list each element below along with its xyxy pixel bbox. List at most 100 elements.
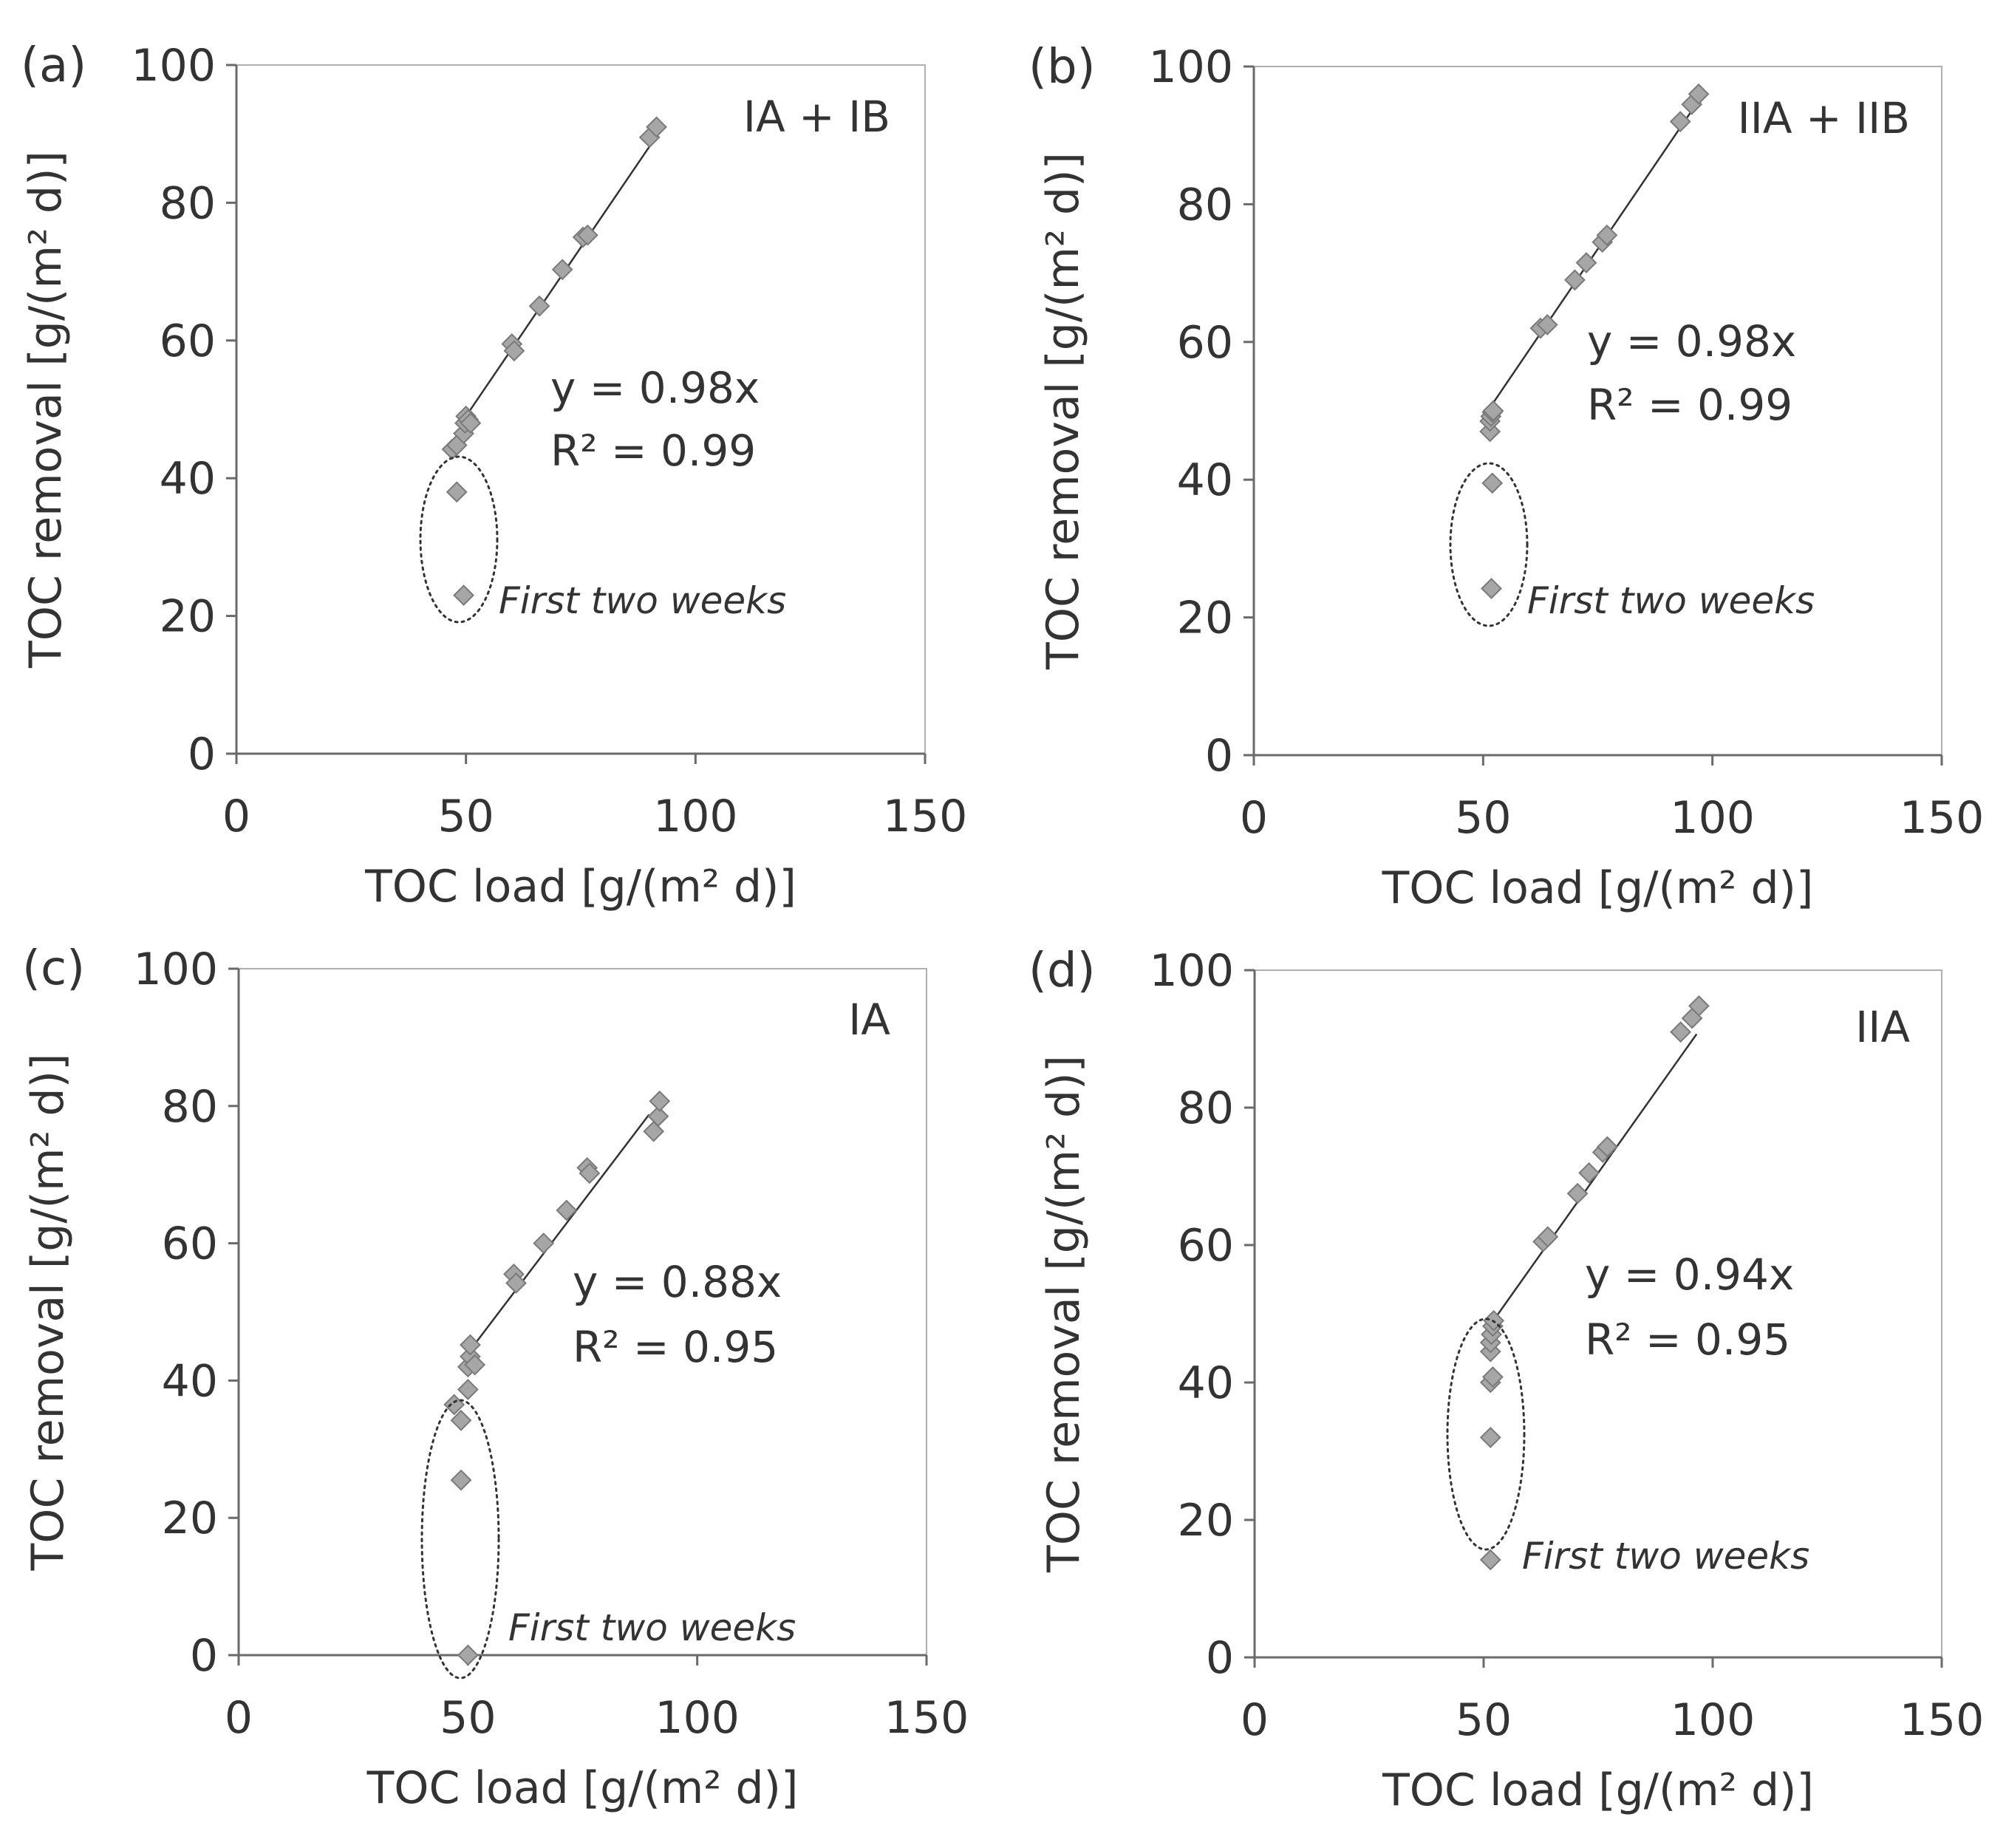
first-two-weeks-annotation: First two weeks xyxy=(499,579,786,622)
x-tick-label: 150 xyxy=(1900,1694,1985,1746)
data-point xyxy=(649,1090,671,1112)
panel-label: (d) xyxy=(1028,944,1096,998)
fit-equation: y = 0.88x xyxy=(573,1257,782,1307)
fit-line xyxy=(1490,1033,1698,1326)
y-tick-label: 60 xyxy=(1177,317,1233,369)
x-tick-label: 100 xyxy=(1670,792,1755,844)
data-point xyxy=(647,1105,669,1128)
y-tick-label: 80 xyxy=(160,177,216,229)
y-tick-label: 0 xyxy=(1205,730,1233,782)
data-point xyxy=(528,295,550,317)
y-axis-title: TOC removal [g/(m² d)] xyxy=(1037,152,1089,670)
data-point xyxy=(576,224,598,246)
fit-r-squared: R² = 0.95 xyxy=(1585,1315,1790,1365)
y-tick-label: 80 xyxy=(1177,179,1233,231)
y-axis-title: TOC removal [g/(m² d)] xyxy=(20,151,72,669)
x-tick-label: 100 xyxy=(655,1692,740,1744)
x-tick-label: 50 xyxy=(1455,792,1511,844)
data-point xyxy=(1566,1182,1589,1204)
fit-equation: y = 0.98x xyxy=(550,363,760,413)
data-point xyxy=(1482,400,1504,422)
y-tick-label: 60 xyxy=(1178,1220,1234,1272)
data-point xyxy=(1670,1021,1692,1043)
outlier-point xyxy=(1481,578,1502,599)
plot-area-frame xyxy=(238,968,927,1656)
y-tick-label: 80 xyxy=(1178,1082,1234,1134)
y-tick-label: 40 xyxy=(160,453,216,505)
first-two-weeks-ellipse xyxy=(1449,462,1529,627)
chart-panel-1: 0 20 40 60 80 100 0 50 100 150 TOC load [g/(m² d)]… xyxy=(20,38,967,913)
data-point xyxy=(460,412,482,434)
data-point xyxy=(464,1354,486,1376)
y-tick-label: 40 xyxy=(1177,454,1233,506)
data-point xyxy=(551,259,573,281)
x-axis-title: TOC load [g/(m² d)] xyxy=(1382,1765,1814,1816)
fit-r-squared: R² = 0.95 xyxy=(573,1322,778,1372)
data-point xyxy=(646,116,667,138)
outlier-point xyxy=(457,1644,479,1666)
data-point xyxy=(450,1409,472,1431)
chart-panel-3: 0 20 40 60 80 100 0 50 100 150 TOC load [g/(m² d)]… xyxy=(22,941,969,1814)
y-tick-label: 40 xyxy=(162,1355,218,1407)
x-tick-label: 50 xyxy=(437,791,494,842)
first-two-weeks-ellipse xyxy=(420,1399,500,1680)
x-tick-label: 0 xyxy=(1241,1694,1269,1746)
first-two-weeks-ellipse xyxy=(419,455,499,624)
corner-label: IA xyxy=(848,995,890,1045)
y-tick-label: 0 xyxy=(1206,1632,1234,1684)
y-tick-label: 100 xyxy=(1149,945,1234,997)
x-tick-label: 150 xyxy=(1900,792,1985,844)
x-tick-label: 150 xyxy=(883,791,968,842)
panel-label: (a) xyxy=(21,38,86,93)
panel-label: (c) xyxy=(22,941,85,996)
y-tick-label: 20 xyxy=(1178,1495,1234,1547)
data-point xyxy=(460,1334,481,1356)
data-point xyxy=(1669,111,1691,132)
corner-label: IA + IB xyxy=(743,92,890,142)
x-tick-label: 50 xyxy=(440,1692,496,1744)
y-tick-label: 0 xyxy=(190,1630,218,1682)
corner-label: IIA + IIB xyxy=(1738,93,1910,143)
data-point xyxy=(1596,1136,1618,1158)
x-axis-title: TOC load [g/(m² d)] xyxy=(1382,862,1814,914)
first-two-weeks-annotation: First two weeks xyxy=(1527,579,1815,622)
data-point xyxy=(1688,995,1710,1017)
y-axis-title: TOC removal [g/(m² d)] xyxy=(1038,1055,1090,1573)
data-point xyxy=(1536,314,1558,335)
outlier-point xyxy=(1481,472,1504,494)
outlier-point xyxy=(450,1469,472,1491)
outlier-point xyxy=(453,584,474,607)
fit-r-squared: R² = 0.99 xyxy=(1587,380,1792,430)
data-point xyxy=(1481,1366,1504,1388)
y-tick-label: 20 xyxy=(1177,593,1233,644)
data-point xyxy=(1596,224,1618,246)
data-point xyxy=(579,1162,601,1184)
y-axis-title: TOC removal [g/(m² d)] xyxy=(22,1054,74,1572)
data-point xyxy=(503,340,525,362)
x-tick-label: 100 xyxy=(653,791,738,842)
x-tick-label: 0 xyxy=(222,791,250,842)
first-two-weeks-annotation: First two weeks xyxy=(508,1606,796,1649)
x-tick-label: 0 xyxy=(1240,792,1268,844)
y-tick-label: 0 xyxy=(188,729,216,780)
data-point xyxy=(556,1199,578,1221)
data-point xyxy=(533,1232,555,1255)
x-axis-title: TOC load [g/(m² d)] xyxy=(364,861,796,913)
data-point xyxy=(443,1394,465,1416)
chart-panel-2: 0 20 40 60 80 100 0 50 100 150 TOC load [g/(m² d)]… xyxy=(1028,40,1984,914)
data-point xyxy=(1578,1162,1600,1184)
fit-equation: y = 0.94x xyxy=(1585,1249,1794,1300)
y-tick-label: 20 xyxy=(160,591,216,643)
fit-equation: y = 0.98x xyxy=(1587,316,1796,366)
data-point xyxy=(505,1272,527,1294)
corner-label: IIA xyxy=(1855,1002,1910,1052)
x-tick-label: 150 xyxy=(884,1692,969,1744)
data-point xyxy=(1688,83,1710,105)
y-tick-label: 60 xyxy=(160,316,216,367)
y-tick-label: 100 xyxy=(133,944,218,995)
outlier-point xyxy=(1479,1426,1501,1448)
data-point xyxy=(1575,252,1597,274)
x-tick-label: 100 xyxy=(1671,1694,1756,1746)
data-point xyxy=(1564,269,1586,291)
